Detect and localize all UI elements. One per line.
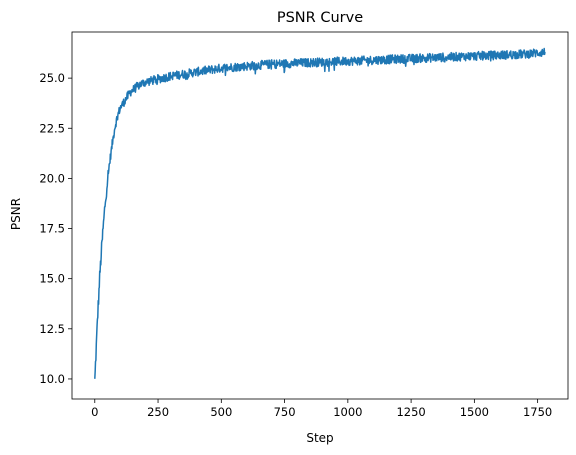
y-tick-label: 25.0 (39, 71, 65, 85)
series-line (94, 47, 546, 379)
x-tick-label: 1750 (523, 405, 552, 419)
x-tick-label: 1250 (396, 405, 425, 419)
y-tick-label: 17.5 (39, 222, 65, 236)
axes-frame (71, 31, 569, 400)
x-tick-label: 750 (274, 405, 296, 419)
y-tick-label: 15.0 (39, 272, 65, 286)
x-axis-label: Step (306, 431, 333, 445)
x-tick-label: 250 (147, 405, 169, 419)
x-tick-label: 1500 (460, 405, 489, 419)
y-tick-label: 10.0 (39, 372, 65, 386)
y-tick-label: 22.5 (39, 121, 65, 135)
x-tick-label: 1000 (333, 405, 362, 419)
y-axis-label: PSNR (9, 198, 23, 230)
y-tick-label: 12.5 (39, 322, 65, 336)
chart-title: PSNR Curve (277, 10, 363, 26)
plot-area: 0 250 500 750 1000 1250 1500 1750 10.0 12.5 15.0 17… (39, 31, 569, 419)
y-tick-label: 20.0 (39, 171, 65, 185)
x-tick-label: 0 (91, 405, 98, 419)
x-tick-label: 500 (210, 405, 232, 419)
